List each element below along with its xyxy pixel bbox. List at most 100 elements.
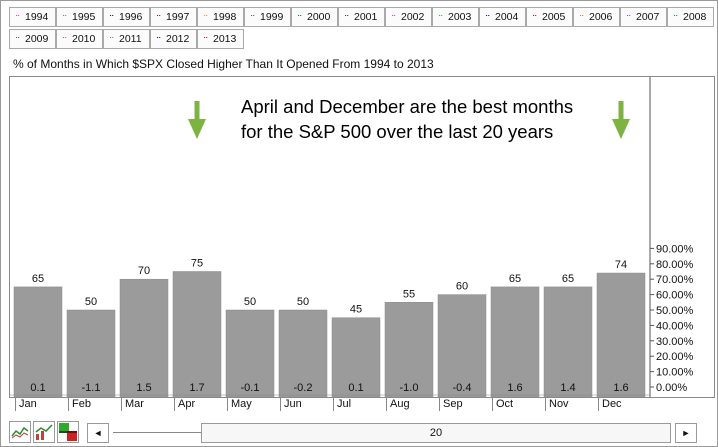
bar-jun	[278, 309, 328, 397]
year-color-dots: ⋅⋅	[532, 11, 537, 22]
bar-bottom-label: -0.1	[241, 382, 260, 394]
year-label: 1999	[260, 11, 284, 23]
bar-bottom-label: -0.2	[294, 382, 313, 394]
year-color-dots: ⋅⋅	[62, 33, 67, 44]
year-toggle-2008[interactable]: ⋅⋅ 2008	[667, 7, 714, 27]
year-label: 2012	[166, 33, 190, 45]
year-color-dots: ⋅⋅	[250, 11, 255, 22]
arrow-shaft	[618, 101, 624, 121]
bottom-toolbar: ◄ 20 ►	[1, 419, 718, 447]
highlight-arrow-dec	[612, 101, 630, 139]
period-slider-value[interactable]: 20	[201, 423, 671, 443]
year-toggle-2002[interactable]: ⋅⋅ 2002	[385, 7, 432, 27]
mixed-chart-icon[interactable]	[33, 421, 55, 443]
bar-value-label: 55	[403, 288, 415, 300]
year-toggle-2013[interactable]: ⋅⋅ 2013	[197, 29, 244, 49]
scroll-left-button[interactable]: ◄	[87, 423, 109, 443]
y-tick-label: 80.00%	[656, 259, 694, 271]
scroll-right-button[interactable]: ►	[675, 423, 697, 443]
bar-bottom-label: 0.1	[348, 382, 363, 394]
bar-mar	[119, 278, 169, 397]
plot-area: 0.00% 10.00% 20.00% 30.00% 40.00% 50.00% 60.00…	[9, 76, 715, 398]
bar-value-label: 65	[509, 273, 521, 285]
year-toggle-2003[interactable]: ⋅⋅ 2003	[432, 7, 479, 27]
bar-aug	[384, 302, 434, 397]
year-toggle-2012[interactable]: ⋅⋅ 2012	[150, 29, 197, 49]
arrow-shaft	[194, 101, 200, 121]
year-label: 2001	[354, 11, 378, 23]
year-label: 2010	[72, 33, 96, 45]
bar-value-label: 50	[244, 296, 256, 308]
year-toggle-2004[interactable]: ⋅⋅ 2004	[479, 7, 526, 27]
y-tick-label: 30.00%	[656, 336, 694, 348]
bar-bottom-label: 1.5	[136, 382, 151, 394]
year-color-dots: ⋅⋅	[62, 11, 67, 22]
line-chart-icon[interactable]	[9, 421, 31, 443]
color-toggle-icon[interactable]	[57, 421, 79, 443]
slider-track[interactable]	[113, 432, 201, 433]
year-label: 2004	[495, 11, 519, 23]
bar-chart: 0.00% 10.00% 20.00% 30.00% 40.00% 50.00% 60.00…	[10, 77, 694, 397]
x-tick-label: Jan	[15, 397, 37, 411]
bar-value-label: 50	[85, 296, 97, 308]
year-color-dots: ⋅⋅	[109, 33, 114, 44]
y-tick-label: 60.00%	[656, 290, 694, 302]
year-toggle-2001[interactable]: ⋅⋅ 2001	[338, 7, 385, 27]
year-toggle-2011[interactable]: ⋅⋅ 2011	[103, 29, 150, 49]
bar-dec	[596, 272, 646, 397]
bar-bottom-label: -0.4	[453, 382, 472, 394]
year-toggle-1999[interactable]: ⋅⋅ 1999	[244, 7, 291, 27]
year-label: 2005	[542, 11, 566, 23]
y-tick-label: 0.00%	[656, 382, 687, 394]
x-tick-label: Jun	[280, 397, 302, 411]
x-tick-label: Feb	[68, 397, 91, 411]
bar-value-label: 45	[350, 304, 362, 316]
chart-title: % of Months in Which $SPX Closed Higher …	[13, 57, 434, 71]
year-label: 1997	[166, 11, 190, 23]
year-label: 1996	[119, 11, 143, 23]
bar-value-label: 60	[456, 281, 468, 293]
year-toggle-1998[interactable]: ⋅⋅ 1998	[197, 7, 244, 27]
year-label: 1995	[72, 11, 96, 23]
year-toggle-1995[interactable]: ⋅⋅ 1995	[56, 7, 103, 27]
x-tick-label: Aug	[386, 397, 410, 411]
year-label: 2003	[448, 11, 472, 23]
year-color-dots: ⋅⋅	[156, 33, 161, 44]
year-color-dots: ⋅⋅	[485, 11, 490, 22]
mixed-chart-icon-graphic	[35, 424, 53, 440]
bar-bottom-label: 1.7	[189, 382, 204, 394]
bar-jul	[331, 317, 381, 397]
bar-value-label: 70	[138, 265, 150, 277]
year-toggle-1994[interactable]: ⋅⋅ 1994	[9, 7, 56, 27]
year-toggle-2009[interactable]: ⋅⋅ 2009	[9, 29, 56, 49]
bar-bottom-label: 0.1	[30, 382, 45, 394]
year-toggle-2000[interactable]: ⋅⋅ 2000	[291, 7, 338, 27]
year-toggle-2007[interactable]: ⋅⋅ 2007	[620, 7, 667, 27]
year-toggle-2010[interactable]: ⋅⋅ 2010	[56, 29, 103, 49]
annotation-line-2: for the S&P 500 over the last 20 years	[241, 121, 554, 142]
y-tick-label: 50.00%	[656, 305, 694, 317]
year-color-dots: ⋅⋅	[626, 11, 631, 22]
bar-value-label: 50	[297, 296, 309, 308]
year-color-dots: ⋅⋅	[344, 11, 349, 22]
bar-bottom-label: -1.1	[82, 382, 101, 394]
bar-nov	[543, 286, 593, 397]
year-color-dots: ⋅⋅	[15, 11, 20, 22]
year-toggle-1996[interactable]: ⋅⋅ 1996	[103, 7, 150, 27]
bar-sep	[437, 294, 487, 397]
year-toggle-2006[interactable]: ⋅⋅ 2006	[573, 7, 620, 27]
bar-bottom-label: -1.0	[400, 382, 419, 394]
year-color-dots: ⋅⋅	[579, 11, 584, 22]
year-color-dots: ⋅⋅	[438, 11, 443, 22]
year-color-dots: ⋅⋅	[109, 11, 114, 22]
line-chart-icon-graphic	[11, 426, 29, 439]
bar-bottom-label: 1.6	[613, 382, 628, 394]
year-toggle-2005[interactable]: ⋅⋅ 2005	[526, 7, 573, 27]
year-label: 1998	[213, 11, 237, 23]
y-tick-label: 10.00%	[656, 367, 694, 379]
y-tick-label: 40.00%	[656, 320, 694, 332]
year-label: 2000	[307, 11, 331, 23]
year-color-dots: ⋅⋅	[156, 11, 161, 22]
year-toggle-1997[interactable]: ⋅⋅ 1997	[150, 7, 197, 27]
